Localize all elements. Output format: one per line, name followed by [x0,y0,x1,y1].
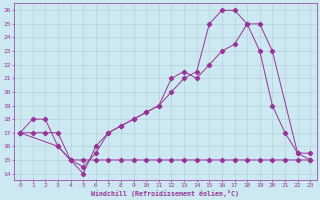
X-axis label: Windchill (Refroidissement éolien,°C): Windchill (Refroidissement éolien,°C) [91,190,239,197]
